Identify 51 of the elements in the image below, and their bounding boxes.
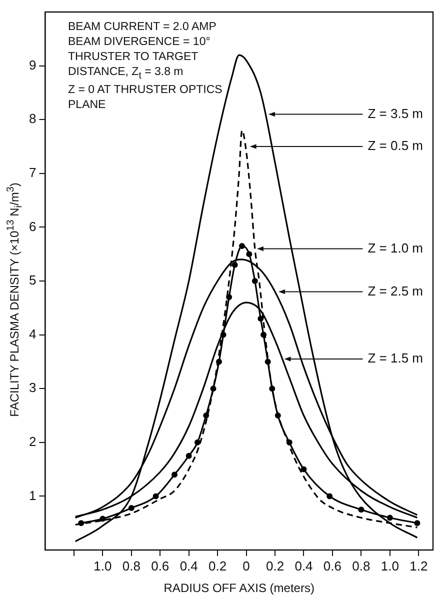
annotation: Z = 0 AT THRUSTER OPTICS PLANE bbox=[68, 83, 224, 114]
annotation: Z = 1.0 m bbox=[368, 240, 424, 256]
y-tick-label: 5 bbox=[28, 272, 36, 288]
x-tick-label: 0 bbox=[242, 558, 250, 574]
point bbox=[300, 466, 307, 472]
x-tick-label: 1.2 bbox=[410, 558, 428, 574]
annotation: BEAM DIVERGENCE = 10° bbox=[68, 35, 212, 50]
point bbox=[128, 505, 134, 512]
x-axis-title: RADIUS OFF AXIS (meters) bbox=[164, 581, 314, 596]
y-tick-label: 8 bbox=[28, 111, 36, 126]
y-tick-label: 4 bbox=[28, 326, 36, 342]
x-tick-label: 0.8 bbox=[352, 558, 370, 574]
y-tick-label: 6 bbox=[28, 218, 36, 234]
annotation: Z = 2.5 m bbox=[368, 283, 424, 298]
point bbox=[194, 439, 200, 446]
point bbox=[186, 452, 192, 459]
annotation: Z = 3.5 m bbox=[368, 106, 424, 121]
point bbox=[152, 493, 159, 500]
point bbox=[232, 262, 238, 268]
point bbox=[171, 472, 178, 478]
point bbox=[386, 514, 393, 521]
point bbox=[100, 516, 106, 522]
point bbox=[226, 294, 232, 300]
point bbox=[358, 506, 364, 513]
y-tick-label: 3 bbox=[28, 380, 36, 396]
annotation: Z = 0.5 m bbox=[368, 138, 424, 154]
y-tick-label: 9 bbox=[28, 57, 36, 72]
x-tick-label: 0.2 bbox=[266, 558, 284, 574]
point bbox=[252, 278, 258, 284]
annotation: THRUSTER TO TARGET DISTANCE, Z$_{t}$ = 3.8 m bbox=[68, 50, 199, 84]
x-tick-label: 0.6 bbox=[323, 558, 342, 574]
point bbox=[238, 243, 245, 250]
y-tick-label: 7 bbox=[28, 164, 36, 180]
annotation: BEAM CURRENT = 2.0 AMP bbox=[68, 20, 218, 35]
point bbox=[258, 316, 264, 322]
x-tick-label: 1.0 bbox=[380, 558, 399, 574]
point bbox=[414, 520, 420, 526]
x-tick-label: 0.8 bbox=[122, 558, 140, 574]
point bbox=[203, 412, 210, 418]
y-tick-label: 2 bbox=[28, 434, 36, 449]
x-tick-label: 0.4 bbox=[180, 558, 198, 574]
x-tick-label: 0.6 bbox=[151, 558, 170, 574]
point bbox=[326, 493, 333, 500]
x-tick-label: 1.0 bbox=[94, 558, 112, 574]
point bbox=[210, 386, 216, 392]
x-tick-label: 0.2 bbox=[208, 558, 227, 574]
annotation: Z = 1.5 m bbox=[368, 350, 424, 366]
point bbox=[246, 251, 252, 258]
x-tick-label: 0.4 bbox=[294, 558, 313, 574]
point bbox=[269, 386, 276, 392]
y-tick-label: 1 bbox=[28, 488, 36, 503]
